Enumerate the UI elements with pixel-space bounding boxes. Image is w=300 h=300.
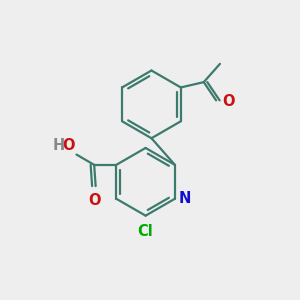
Text: N: N [178,191,191,206]
Text: O: O [62,138,75,153]
Text: Cl: Cl [138,224,154,239]
Text: H: H [52,138,65,153]
Text: O: O [88,194,100,208]
Text: O: O [223,94,235,110]
